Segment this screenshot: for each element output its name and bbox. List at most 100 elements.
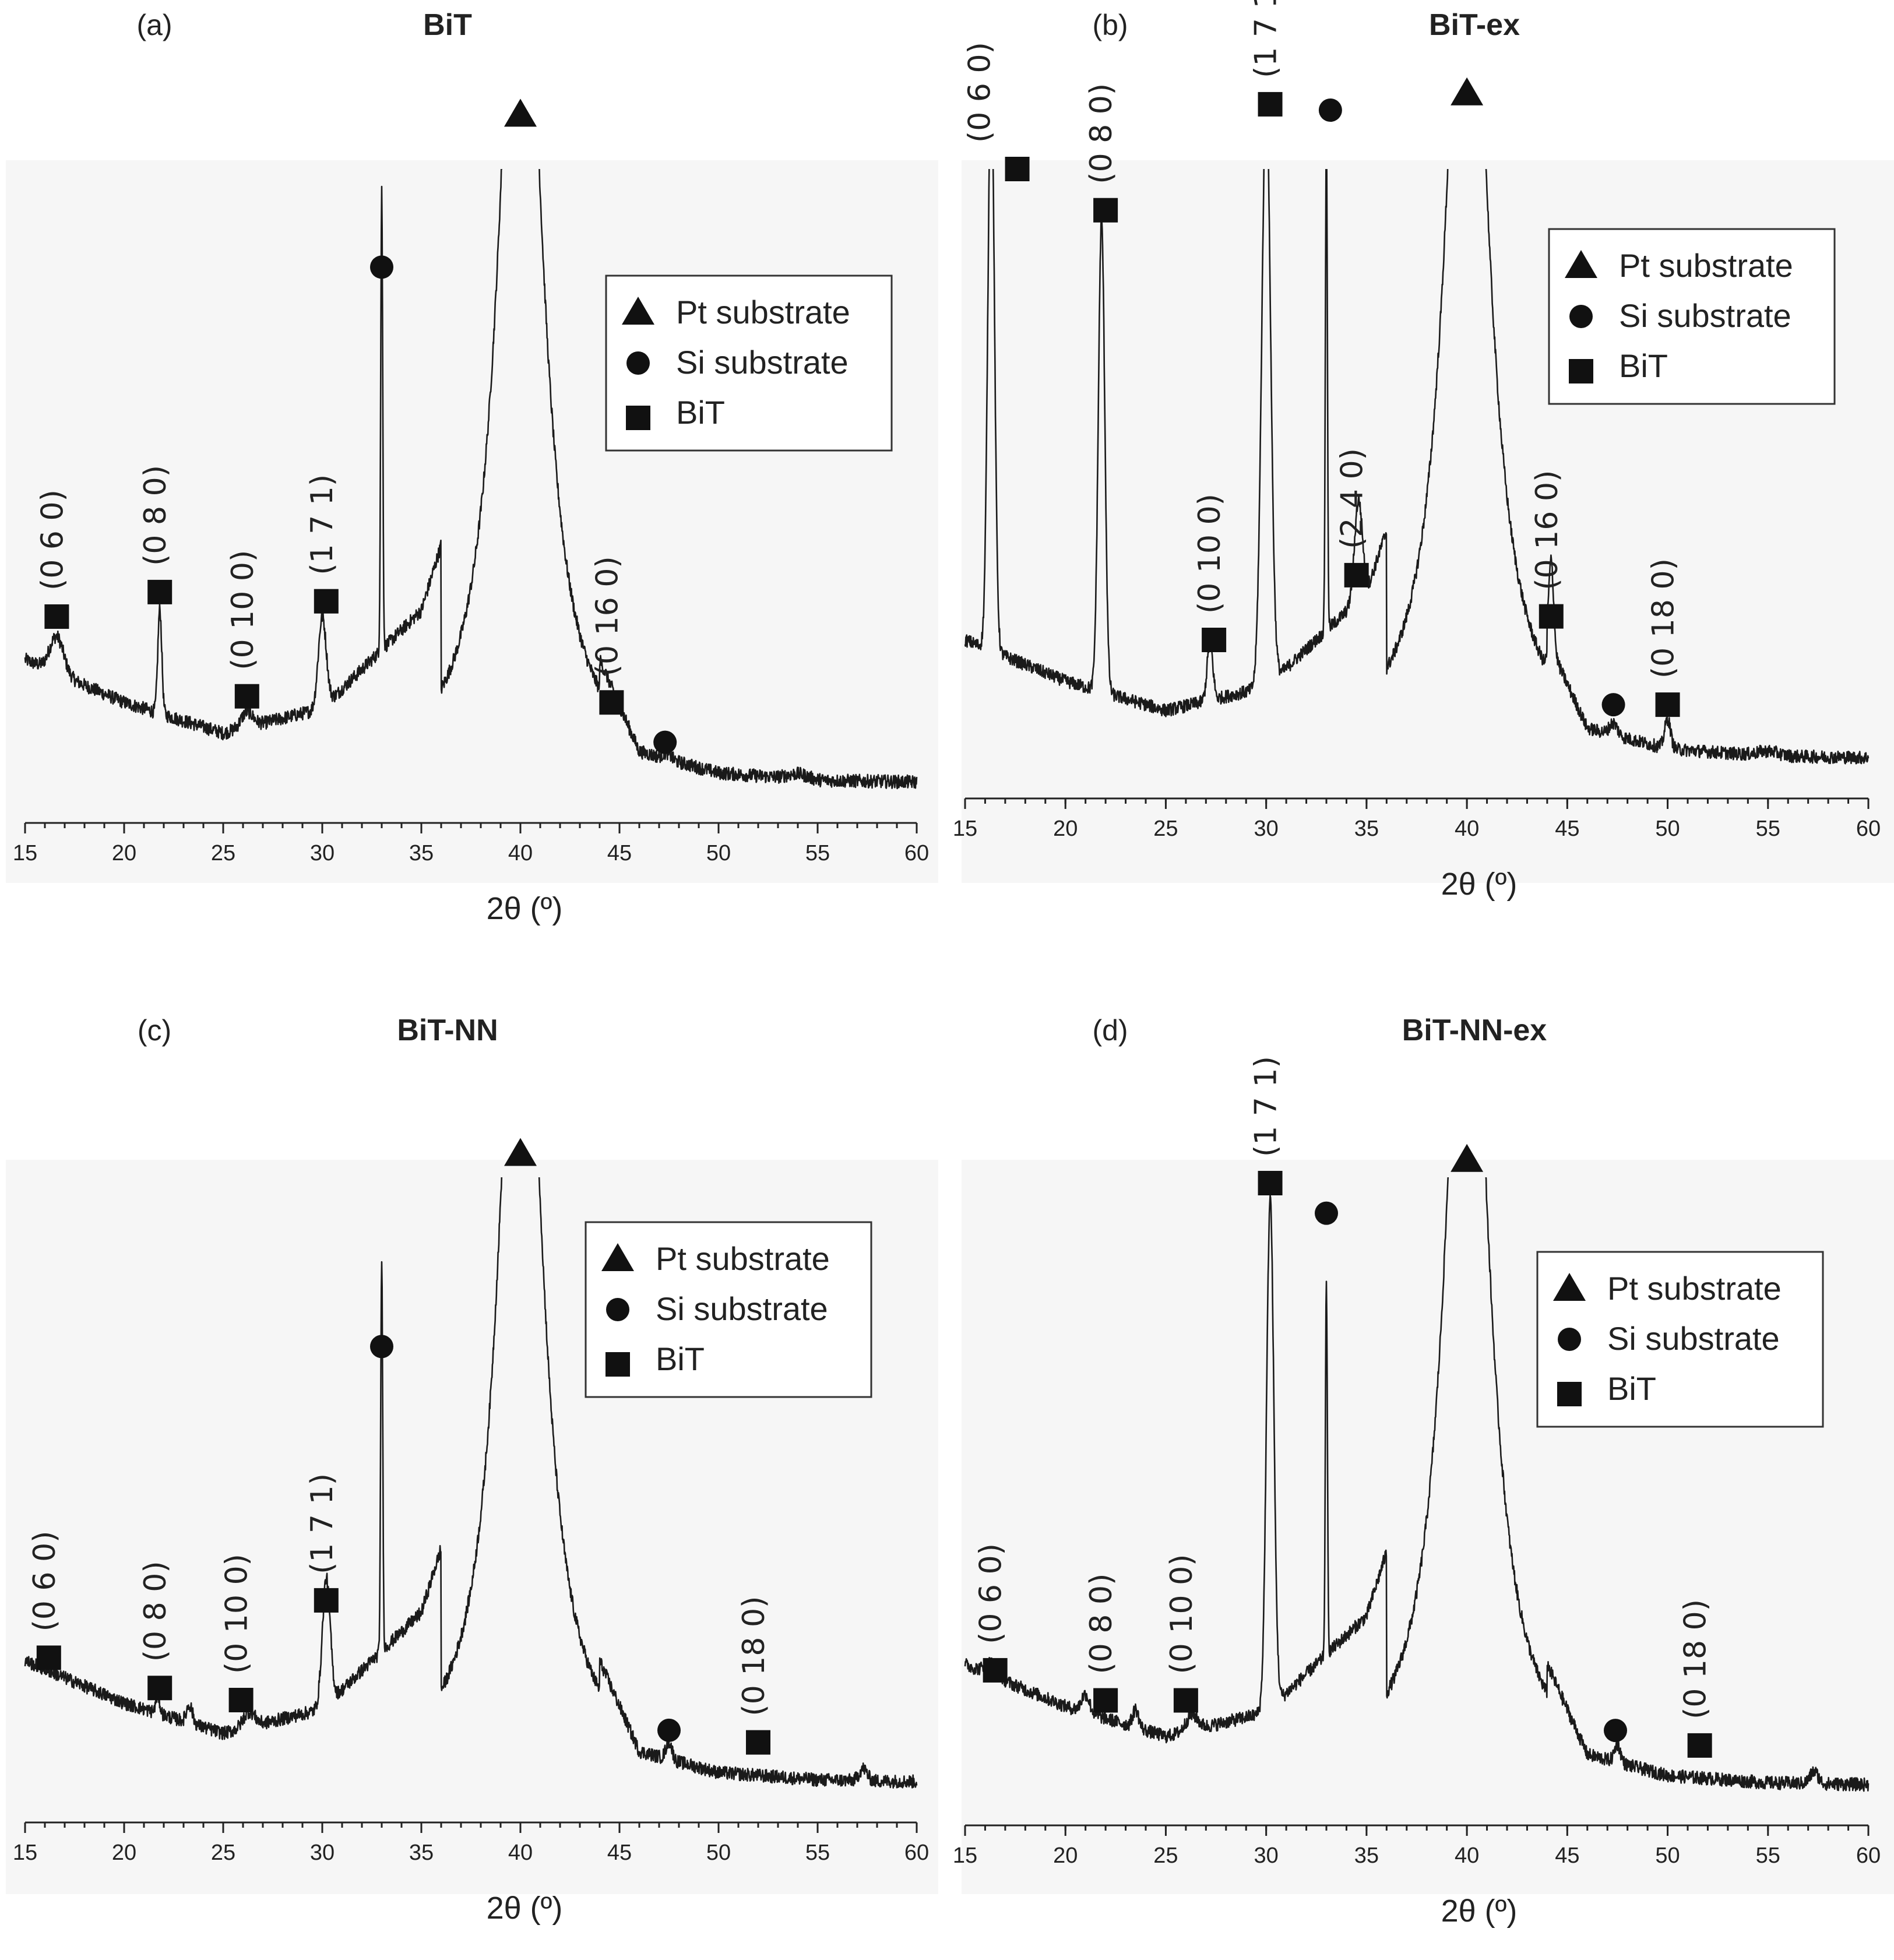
hkl-label: (0 6 0) — [27, 1531, 62, 1632]
si-circle-marker — [1601, 693, 1625, 717]
legend-label: BiT — [676, 394, 725, 431]
x-axis-label: 2θ (º) — [1441, 1894, 1518, 1929]
pt-triangle-marker — [1451, 77, 1484, 105]
legend-label: Si substrate — [1619, 297, 1791, 334]
hkl-label: (1 7 1) — [1249, 0, 1284, 78]
legend-box — [1548, 228, 1836, 405]
hkl-label: (0 10 0) — [1192, 494, 1227, 614]
x-tick-label: 20 — [112, 1841, 136, 1865]
hkl-label: (0 16 0) — [1530, 470, 1565, 590]
x-tick-label: 35 — [1354, 817, 1379, 841]
pt-triangle-marker — [504, 98, 537, 127]
xrd-curve — [964, 1177, 1870, 1792]
x-tick-label: 45 — [607, 1841, 632, 1865]
x-axis-label: 2θ (º) — [1441, 867, 1518, 902]
bit-square-marker — [234, 684, 259, 709]
pt-triangle-marker — [504, 1138, 537, 1166]
legend-label: Pt substrate — [1619, 247, 1793, 284]
legend-box — [1536, 1251, 1824, 1428]
bit-square-marker — [1258, 1171, 1283, 1195]
bit-square-marker — [1005, 157, 1030, 181]
bit-square-marker — [1687, 1733, 1712, 1758]
hkl-label: (0 8 0) — [1084, 1574, 1119, 1674]
x-tick-label: 25 — [1153, 1843, 1178, 1868]
x-tick-label: 15 — [953, 1843, 977, 1868]
x-tick-label: 30 — [310, 841, 335, 865]
panel-title: BiT-NN — [397, 1014, 498, 1047]
legend-label: BiT — [656, 1340, 705, 1377]
x-tick-label: 15 — [13, 841, 37, 865]
x-tick-label: 35 — [409, 1841, 434, 1865]
x-tick-label: 55 — [805, 841, 830, 865]
hkl-label: (0 6 0) — [974, 1543, 1009, 1644]
panel-b: 15 20 25 30 35 40 45 50 55 60 2θ (º) (b) BiT-ex (0 6 … — [953, 0, 1894, 902]
x-tick-label: 40 — [1455, 1843, 1479, 1868]
x-tick-label: 40 — [508, 1841, 533, 1865]
x-tick-label: 20 — [1053, 817, 1078, 841]
legend-square-icon — [1569, 359, 1593, 383]
x-tick-label: 15 — [13, 1841, 37, 1865]
bit-square-marker — [147, 579, 172, 604]
x-tick-label: 30 — [1254, 1843, 1279, 1868]
legend: Pt substrate Si substrate BiT — [1548, 228, 1836, 405]
legend-triangle-icon — [1553, 1273, 1586, 1301]
si-circle-marker — [1604, 1719, 1627, 1743]
bit-square-marker — [746, 1730, 770, 1755]
x-tick-label: 55 — [1756, 1843, 1780, 1868]
legend-square-icon — [605, 1352, 630, 1377]
legend-label: Si substrate — [1607, 1320, 1780, 1357]
bit-square-marker — [1344, 562, 1369, 587]
hkl-label: (0 10 0) — [220, 1554, 255, 1674]
x-tick-label: 45 — [1555, 817, 1579, 841]
bit-square-marker — [1093, 1688, 1118, 1713]
hkl-label: (0 10 0) — [226, 550, 260, 670]
x-axis-label: 2θ (º) — [487, 891, 563, 926]
panel-label: (b) — [1092, 9, 1128, 41]
legend-triangle-icon — [601, 1243, 634, 1271]
x-tick-label: 45 — [607, 841, 632, 865]
x-tick-label: 50 — [1655, 817, 1680, 841]
x-tick-label: 35 — [1354, 1843, 1379, 1868]
bit-square-marker — [1202, 628, 1227, 652]
x-tick-label: 30 — [310, 1841, 335, 1865]
x-tick-label: 20 — [1053, 1843, 1078, 1868]
si-circle-marker — [653, 730, 677, 754]
x-tick-label: 55 — [805, 1841, 830, 1865]
bit-square-marker — [1655, 692, 1680, 717]
x-tick-label: 15 — [953, 817, 977, 841]
legend-label: Si substrate — [656, 1290, 828, 1327]
legend-label: Si substrate — [676, 344, 849, 381]
bit-square-marker — [228, 1688, 254, 1713]
panel-a: 15 20 25 30 35 40 45 50 55 60 2θ (º) (a) BiT (0 6 0) (… — [6, 8, 938, 926]
x-tick-label: 60 — [904, 841, 929, 865]
x-tick-label: 60 — [904, 1841, 929, 1865]
legend-label: Pt substrate — [656, 1240, 830, 1277]
x-tick-label: 40 — [508, 841, 533, 865]
x-tick-label: 45 — [1555, 1843, 1579, 1868]
legend-label: Pt substrate — [1607, 1270, 1782, 1307]
x-tick-label: 60 — [1856, 1843, 1881, 1868]
legend-square-icon — [626, 406, 650, 430]
legend-square-icon — [1557, 1382, 1582, 1406]
bit-square-marker — [1539, 604, 1564, 629]
panel-title: BiT — [423, 8, 472, 42]
panel-title: BiT-NN-ex — [1402, 1014, 1547, 1047]
bit-square-marker — [1093, 198, 1118, 223]
hkl-label: (1 7 1) — [1249, 1056, 1284, 1157]
x-tick-label: 50 — [706, 841, 731, 865]
legend: Pt substrate Si substrate BiT — [1536, 1251, 1824, 1428]
bit-square-marker — [983, 1658, 1008, 1683]
xrd-curve — [964, 169, 1870, 765]
x-tick-label: 20 — [112, 841, 136, 865]
bit-square-marker — [44, 604, 69, 629]
panel-c: 15 20 25 30 35 40 45 50 55 60 2θ (º) (c) BiT-NN (0 6 … — [6, 1014, 938, 1926]
bit-square-marker — [314, 589, 339, 614]
hkl-label: (0 16 0) — [590, 556, 625, 676]
bit-square-marker — [314, 1588, 339, 1613]
bit-square-marker — [36, 1645, 61, 1670]
xrd-curve — [24, 1177, 918, 1789]
legend-triangle-icon — [1565, 250, 1597, 278]
x-axis-label: 2θ (º) — [487, 1891, 563, 1926]
x-tick-label: 35 — [409, 841, 434, 865]
